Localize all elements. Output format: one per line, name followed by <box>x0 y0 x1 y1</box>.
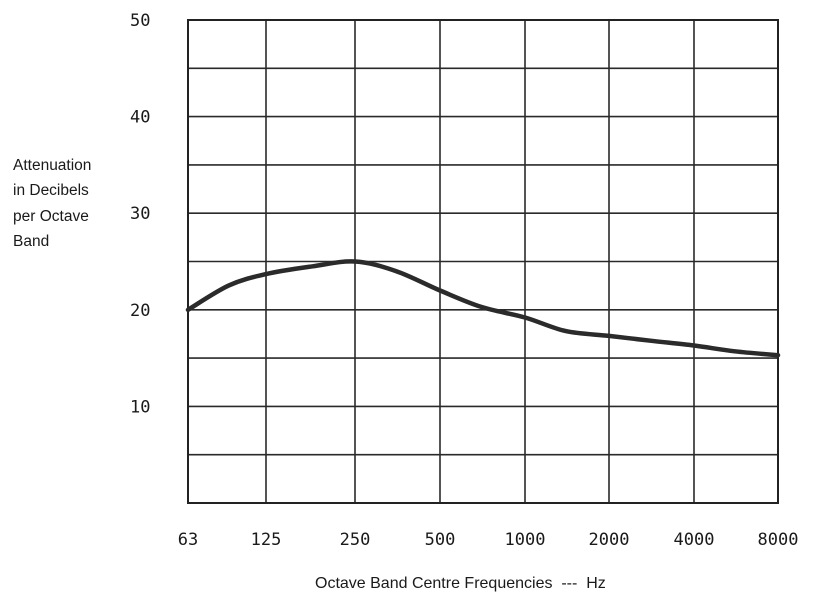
y-tick-label: 20 <box>130 301 150 321</box>
y-axis-label-line-4: Band <box>13 233 49 250</box>
y-axis-ticks: 50 40 30 20 10 <box>130 11 150 417</box>
y-axis-label-line-1: Attenuation <box>13 157 91 174</box>
x-tick-label: 1000 <box>505 530 546 550</box>
x-tick-label: 500 <box>425 530 456 550</box>
x-tick-label: 125 <box>251 530 282 550</box>
data-series <box>185 259 781 358</box>
y-axis-label-line-3: per Octave <box>13 208 89 225</box>
x-tick-label: 2000 <box>589 530 630 550</box>
x-axis-label: Octave Band Centre Frequencies --- Hz <box>315 575 606 592</box>
grid <box>187 19 779 504</box>
x-tick-label: 4000 <box>674 530 715 550</box>
y-tick-label: 40 <box>130 108 150 128</box>
y-tick-label: 10 <box>130 397 150 417</box>
x-axis-ticks: 63 125 250 500 1000 2000 4000 8000 <box>178 530 799 550</box>
x-tick-label: 8000 <box>758 530 799 550</box>
x-tick-label: 63 <box>178 530 198 550</box>
y-axis-label-line-2: in Decibels <box>13 182 89 199</box>
attenuation-curve <box>185 259 781 358</box>
y-tick-label: 50 <box>130 11 150 31</box>
x-tick-label: 250 <box>340 530 371 550</box>
y-tick-label: 30 <box>130 204 150 224</box>
plot-frame <box>187 19 779 504</box>
